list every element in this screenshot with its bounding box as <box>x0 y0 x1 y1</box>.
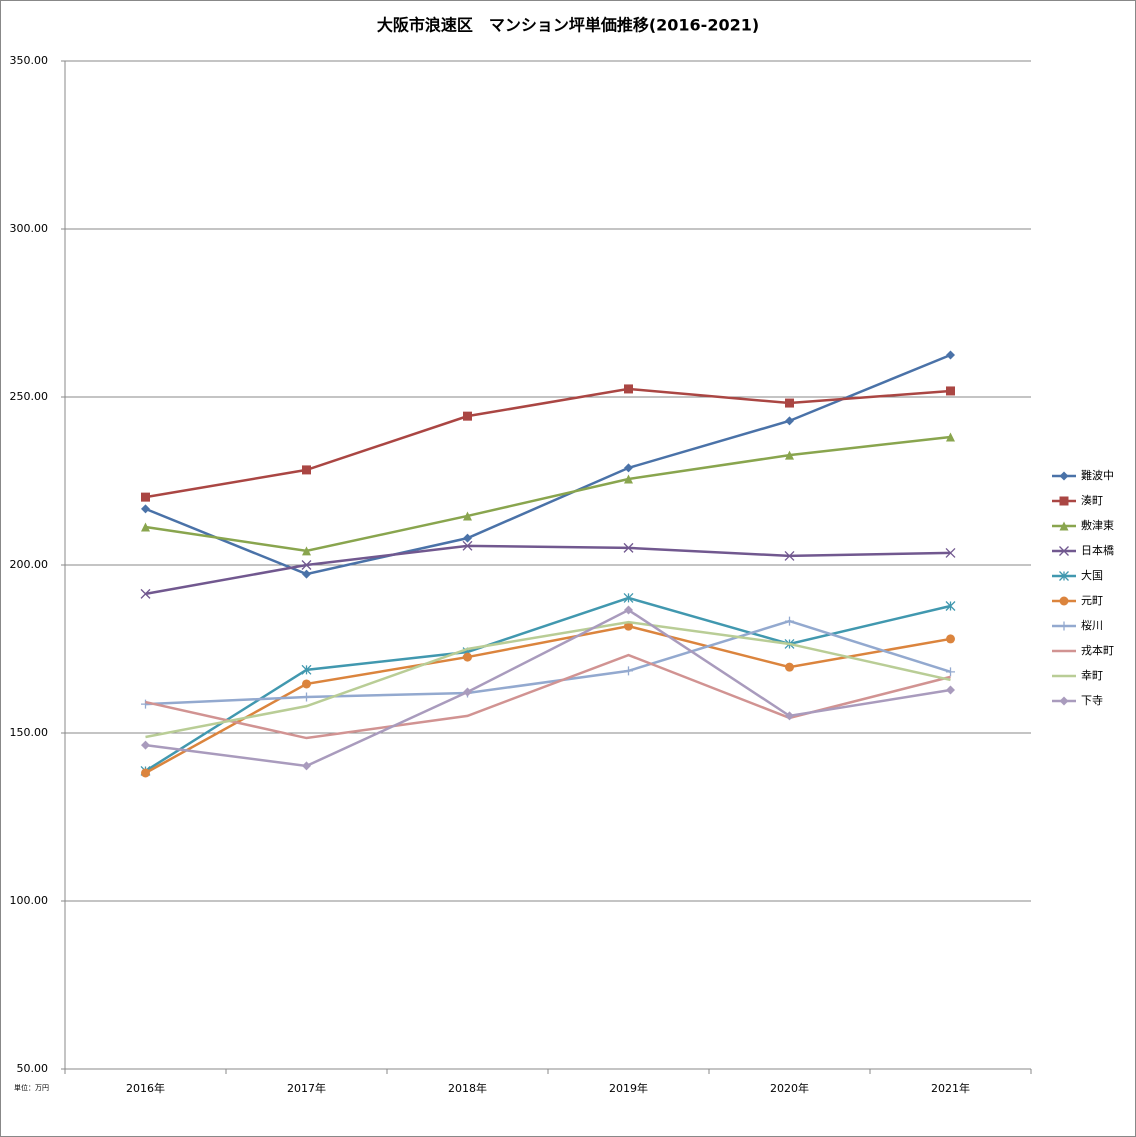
legend-label: 戎本町 <box>1081 643 1114 657</box>
point-marker <box>302 761 311 771</box>
point-marker <box>301 664 312 675</box>
point-marker <box>302 465 311 475</box>
point-marker <box>141 522 150 532</box>
y-tick-label: 250.00 <box>10 390 49 403</box>
legend-marker <box>1059 471 1069 481</box>
x-tick-label: 2016年 <box>126 1081 165 1095</box>
x-tick-label: 2020年 <box>770 1081 809 1095</box>
point-marker <box>624 605 633 615</box>
point-marker <box>785 450 794 460</box>
point-marker <box>624 384 633 394</box>
point-marker <box>463 411 472 421</box>
point-marker <box>463 687 472 697</box>
point-marker <box>462 540 473 551</box>
point-marker <box>623 542 634 553</box>
legend-label: 下寺 <box>1081 694 1103 707</box>
series-line <box>145 620 951 739</box>
point-marker <box>785 662 794 672</box>
point-marker <box>302 679 311 689</box>
y-tick-label: 300.00 <box>10 222 49 235</box>
point-marker <box>785 416 794 426</box>
point-marker <box>623 592 634 603</box>
series-line <box>145 608 951 768</box>
point-marker <box>624 666 633 676</box>
legend-marker <box>1059 496 1069 506</box>
point-marker <box>784 550 795 561</box>
point-marker <box>141 768 150 778</box>
legend-label: 湊町 <box>1081 493 1103 507</box>
legend-label: 日本橋 <box>1081 543 1114 557</box>
legend-marker <box>1059 571 1069 581</box>
point-marker <box>946 386 955 396</box>
point-marker <box>946 350 955 360</box>
point-marker <box>140 588 151 599</box>
y-tick-label: 150.00 <box>10 726 49 739</box>
point-marker <box>463 533 472 543</box>
x-tick-label: 2021年 <box>931 1081 970 1095</box>
point-marker <box>302 692 311 702</box>
point-marker <box>141 699 150 709</box>
unit-note: 単位：万円 <box>14 1083 49 1092</box>
point-marker <box>141 492 150 502</box>
point-marker <box>624 463 633 473</box>
series-line <box>145 387 951 499</box>
legend-label: 難波中 <box>1081 469 1114 482</box>
legend-label: 幸町 <box>1081 669 1103 682</box>
point-marker <box>785 398 794 408</box>
point-marker <box>301 560 312 570</box>
chart-title: 大阪市浪速区 マンション坪単価推移(2016-2021) <box>377 16 759 35</box>
point-marker <box>463 652 472 662</box>
x-tick-label: 2019年 <box>609 1081 648 1095</box>
series-line <box>144 596 951 773</box>
legend-marker <box>1059 696 1069 706</box>
point-marker <box>785 711 794 721</box>
legend-label: 大国 <box>1081 568 1103 582</box>
x-tick-label: 2017年 <box>287 1081 326 1095</box>
series-line <box>145 353 951 576</box>
point-marker <box>463 511 472 521</box>
point-marker <box>302 569 311 579</box>
legend-marker <box>1059 596 1069 606</box>
point-marker <box>945 601 956 611</box>
y-tick-label: 350.00 <box>10 54 49 67</box>
legend-label: 敷津東 <box>1081 518 1114 532</box>
point-marker <box>946 685 955 695</box>
point-marker <box>946 432 955 442</box>
x-tick-label: 2018年 <box>448 1081 487 1095</box>
point-marker <box>141 504 150 514</box>
point-marker <box>785 616 794 626</box>
point-marker <box>302 546 311 556</box>
legend-label: 元町 <box>1081 594 1103 607</box>
y-tick-label: 100.00 <box>10 894 49 907</box>
point-marker <box>945 547 956 558</box>
series-line <box>145 619 951 706</box>
series-line <box>145 544 951 596</box>
point-marker <box>624 621 633 631</box>
series-line <box>145 435 951 553</box>
legend-marker <box>1059 546 1069 556</box>
y-tick-label: 200.00 <box>10 558 49 571</box>
point-marker <box>624 474 633 484</box>
point-marker <box>946 634 955 644</box>
point-marker <box>141 740 150 750</box>
legend-marker <box>1059 521 1069 531</box>
y-tick-label: 50.00 <box>17 1062 49 1075</box>
point-marker <box>946 667 955 677</box>
legend-marker <box>1059 621 1069 631</box>
legend-label: 桜川 <box>1081 618 1103 632</box>
